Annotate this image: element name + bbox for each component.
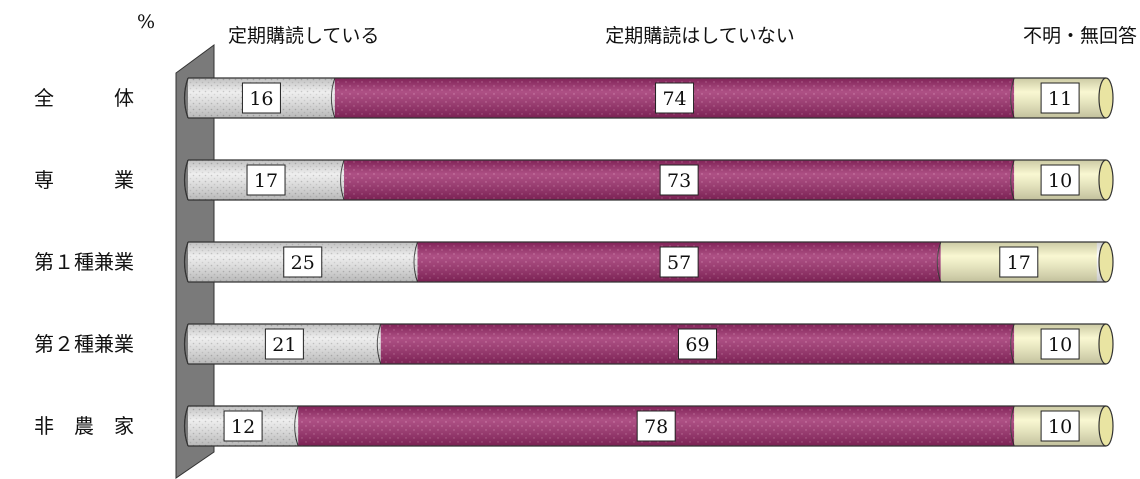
legend-item-0: 定期購読している [228,25,379,47]
data-label-box [1040,410,1080,442]
category-label: 第２種兼業 [34,332,134,356]
data-label-text: 17 [1007,252,1031,274]
category-label: 全 体 [34,86,134,110]
data-label-box [636,410,676,442]
data-label: 69 [677,328,717,360]
data-label-text: 10 [1048,416,1072,438]
bar-left-cap [183,241,189,283]
data-label: 74 [655,82,695,114]
data-label-box [677,328,717,360]
bar-row: 25 57 17 [183,241,1114,283]
data-label: 10 [1040,410,1080,442]
category-label: 専 業 [34,168,134,192]
data-label-box [1040,82,1080,114]
data-label-box [1040,328,1080,360]
data-label: 16 [241,82,281,114]
category-label: 第１種兼業 [34,250,134,274]
bar-shading [188,160,1106,200]
data-label-text: 11 [1048,88,1072,110]
bar-outline [188,159,1106,201]
data-label-box [246,164,286,196]
data-label: 12 [223,410,263,442]
bar-row: 21 69 10 [183,323,1114,365]
bar-end-cap [1098,159,1114,201]
bar-left-cap [183,405,189,447]
data-label-text: 57 [667,252,691,274]
data-label: 21 [264,328,304,360]
data-label-text: 12 [231,416,255,438]
legend-item-2: 不明・無回答 [1023,25,1137,47]
bar-left-cap [183,323,189,365]
data-label-text: 17 [254,170,278,192]
data-label-box [659,246,699,278]
bar-row: 12 78 10 [183,405,1114,447]
data-label: 10 [1040,328,1080,360]
data-label-box [241,82,281,114]
bar-shading [188,242,1106,282]
data-label: 73 [659,164,699,196]
data-label-text: 73 [667,170,691,192]
bar-end-cap [1098,241,1114,283]
data-label: 10 [1040,164,1080,196]
data-label: 11 [1040,82,1080,114]
data-label: 17 [999,246,1039,278]
data-label-box [655,82,695,114]
data-label: 17 [246,164,286,196]
bar-row: 17 73 10 [183,159,1114,201]
category-label: 非 農 家 [34,414,134,438]
data-label: 78 [636,410,676,442]
data-label-text: 10 [1048,334,1072,356]
data-label-text: 10 [1048,170,1072,192]
data-label-text: 74 [662,88,686,110]
unit-label: % [137,11,155,33]
bar-shading [188,78,1106,118]
bar-left-cap [183,77,189,119]
bar-rows: 16 74 11 17 73 10 25 57 17 21 69 10 12 78 10 [183,77,1114,447]
data-label-text: 25 [291,252,315,274]
data-label-text: 78 [644,416,668,438]
bar-outline [188,405,1106,447]
bar-shading [188,324,1106,364]
bar-outline [188,77,1106,119]
bar-end-cap [1098,323,1114,365]
bar-left-cap [183,159,189,201]
data-label: 57 [659,246,699,278]
data-label-box [659,164,699,196]
legend-item-1: 定期購読はしていない [605,25,794,47]
bar-end-cap [1098,405,1114,447]
bar-row: 16 74 11 [183,77,1114,119]
data-label-box [264,328,304,360]
data-label-text: 21 [272,334,296,356]
bar-end-cap [1098,77,1114,119]
data-label-box [1040,164,1080,196]
data-label-text: 16 [249,88,273,110]
data-label: 25 [283,246,323,278]
data-label-box [999,246,1039,278]
bar-outline [188,323,1106,365]
data-label-text: 69 [685,334,709,356]
data-label-box [223,410,263,442]
bar-outline [188,241,1106,283]
data-label-box [283,246,323,278]
